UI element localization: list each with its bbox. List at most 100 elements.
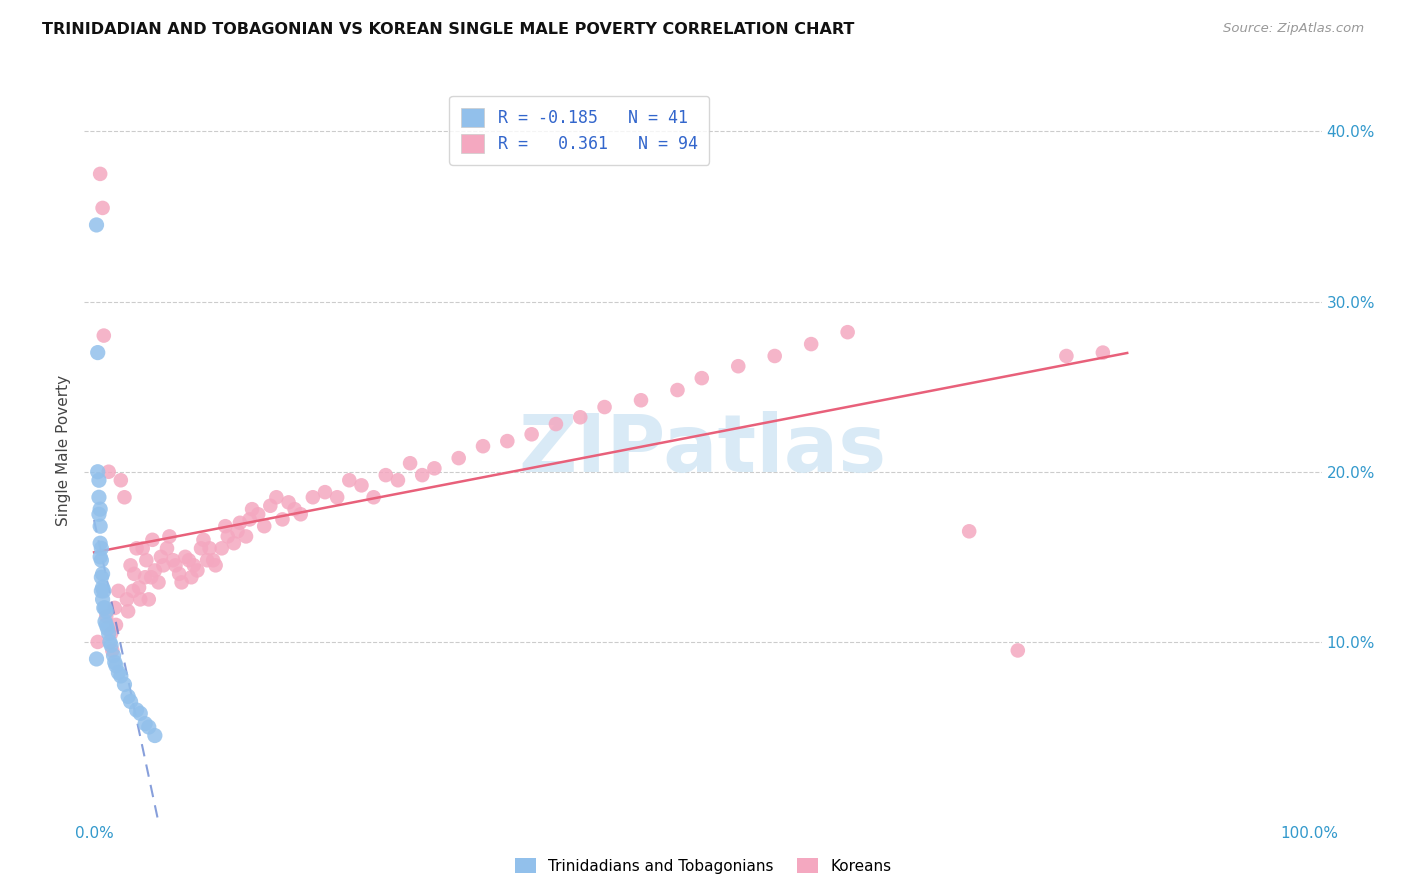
Point (91, 566, 114, 581)
Point (135, 553, 157, 567)
Point (120, 694, 142, 708)
Point (399, 456, 422, 470)
Point (125, 541, 148, 556)
Point (87, 465, 110, 479)
Point (167, 566, 190, 581)
Point (93, 583, 115, 598)
Point (226, 524, 249, 539)
Point (520, 427, 543, 442)
Point (86, 218, 108, 232)
Point (177, 553, 200, 567)
Point (97, 626, 120, 640)
Point (162, 553, 184, 567)
Point (159, 529, 181, 543)
Point (496, 434, 519, 449)
Point (98, 635, 121, 649)
Point (290, 508, 312, 522)
Point (214, 519, 236, 533)
Point (156, 541, 179, 556)
Point (122, 566, 145, 581)
Point (87, 490, 110, 504)
Point (240, 502, 263, 516)
Point (198, 541, 221, 556)
Point (114, 677, 136, 691)
Point (104, 600, 127, 615)
Point (103, 648, 125, 663)
Point (239, 512, 262, 526)
Point (302, 490, 325, 504)
Point (87, 345, 110, 359)
Point (211, 541, 233, 556)
Text: ZIPatlas: ZIPatlas (519, 411, 887, 490)
Point (96, 618, 118, 632)
Point (1007, 643, 1029, 657)
Point (387, 473, 409, 487)
Point (94, 615, 117, 629)
Point (134, 570, 156, 584)
Point (193, 533, 215, 547)
Point (180, 570, 202, 584)
Point (104, 618, 127, 632)
Point (374, 468, 396, 483)
Legend: R = -0.185   N = 41, R =   0.361   N = 94: R = -0.185 N = 41, R = 0.361 N = 94 (450, 96, 709, 164)
Point (447, 451, 470, 466)
Point (165, 558, 187, 573)
Point (148, 575, 170, 590)
Point (129, 706, 152, 721)
Point (138, 720, 160, 734)
Point (96, 609, 118, 624)
Point (138, 592, 160, 607)
Point (284, 502, 307, 516)
Point (93, 328, 115, 343)
Point (104, 658, 127, 673)
Point (271, 512, 294, 526)
Point (247, 508, 270, 522)
Point (217, 529, 239, 543)
Text: TRINIDADIAN AND TOBAGONIAN VS KOREAN SINGLE MALE POVERTY CORRELATION CHART: TRINIDADIAN AND TOBAGONIAN VS KOREAN SIN… (42, 22, 855, 37)
Point (107, 583, 129, 598)
Point (97, 465, 120, 479)
Point (222, 536, 245, 550)
Point (100, 626, 122, 640)
Point (141, 570, 163, 584)
Point (277, 495, 299, 509)
Point (183, 558, 205, 573)
Point (472, 439, 495, 453)
Point (89, 549, 111, 564)
Point (337, 473, 360, 487)
Point (91, 592, 114, 607)
Point (666, 383, 689, 397)
Point (229, 516, 252, 530)
Point (122, 583, 145, 598)
Point (120, 558, 142, 573)
Point (117, 604, 139, 618)
Point (91, 201, 114, 215)
Point (131, 541, 153, 556)
Point (174, 549, 197, 564)
Point (411, 468, 433, 483)
Point (94, 600, 117, 615)
Point (326, 490, 349, 504)
Point (202, 553, 225, 567)
Text: Source: ZipAtlas.com: Source: ZipAtlas.com (1223, 22, 1364, 36)
Point (115, 592, 138, 607)
Point (129, 592, 152, 607)
Point (96, 604, 118, 618)
Point (266, 490, 288, 504)
Point (100, 638, 122, 652)
Point (89, 167, 111, 181)
Point (143, 564, 166, 578)
Y-axis label: Single Male Poverty: Single Male Poverty (56, 375, 72, 526)
Point (235, 529, 257, 543)
Point (544, 417, 567, 431)
Point (93, 600, 115, 615)
Point (314, 485, 336, 500)
Point (114, 490, 136, 504)
Point (89, 519, 111, 533)
Point (363, 490, 385, 504)
Point (90, 541, 112, 556)
Point (1091, 345, 1114, 359)
Point (107, 665, 129, 680)
Point (87, 473, 110, 487)
Point (110, 669, 132, 683)
